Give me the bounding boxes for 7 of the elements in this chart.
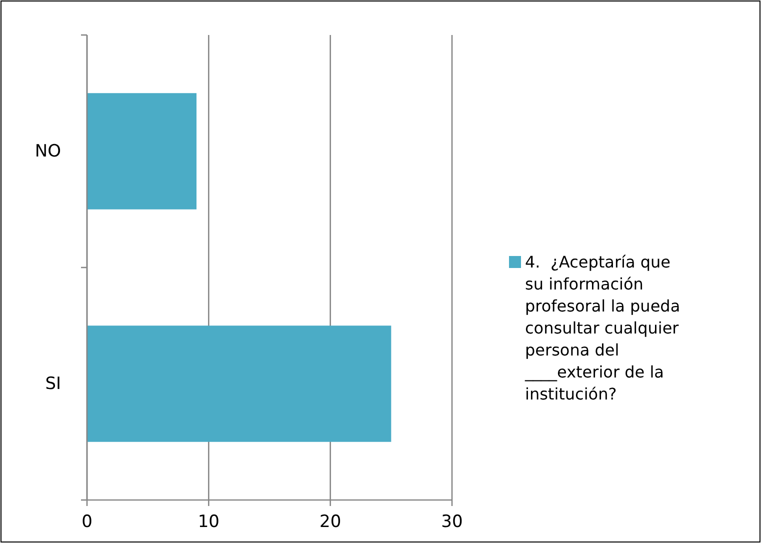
legend-label: 4. ¿Aceptaría que su información profesoral la pueda consultar cualquier persona del ____exterior de la institución? [524, 252, 680, 404]
y-tick-label: NO [34, 141, 61, 162]
x-tick-label: 0 [82, 512, 92, 532]
x-tick-label: 10 [198, 512, 220, 532]
y-tick-label: SI [45, 374, 61, 394]
x-tick-label: 30 [441, 512, 463, 532]
x-tick-label: 20 [320, 512, 342, 532]
